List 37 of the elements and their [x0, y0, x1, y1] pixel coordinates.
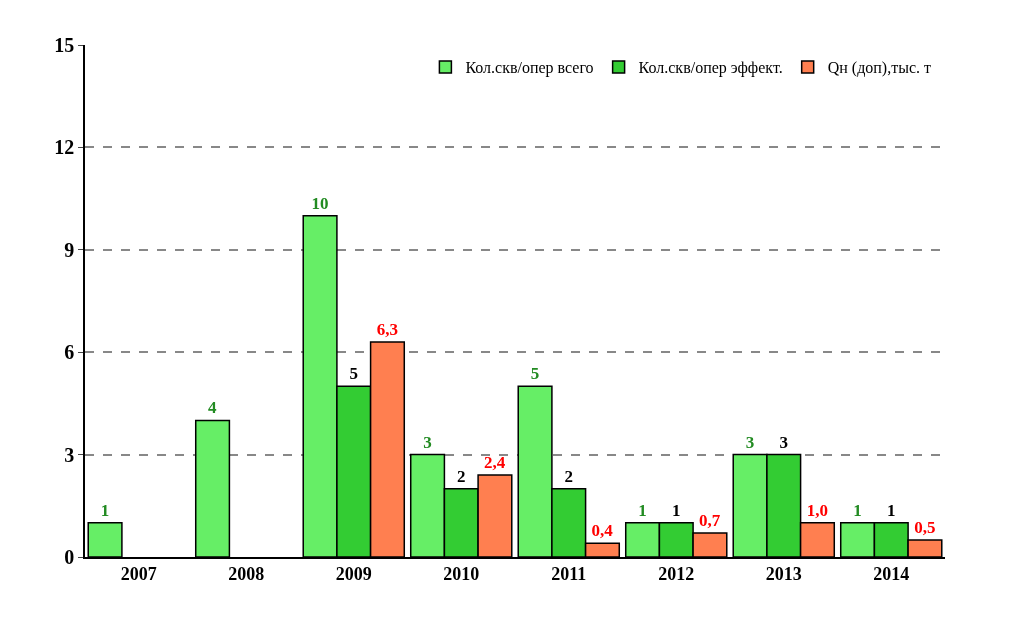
data-label: 2,4 [484, 453, 506, 473]
data-label: 1 [100, 500, 110, 520]
y-tick-label: 9 [64, 238, 75, 261]
x-tick-label: 2014 [873, 564, 910, 585]
data-label: 5 [530, 364, 540, 384]
legend-label: Кол.скв/опер всего [465, 59, 594, 78]
data-label: 0,4 [591, 521, 614, 541]
data-label: 1 [638, 500, 647, 520]
data-label: 3 [745, 432, 755, 452]
x-tick-label: 2011 [551, 564, 587, 585]
data-label: 3 [423, 432, 432, 452]
data-label: 1,0 [806, 500, 829, 520]
data-label: 3 [779, 432, 788, 452]
data-label: 1 [887, 500, 896, 520]
x-tick-label: 2007 [120, 564, 157, 585]
legend-label: Кол.скв/опер эффект. [638, 59, 783, 78]
y-tick-label: 15 [54, 34, 75, 56]
x-tick-label: 2012 [658, 564, 695, 585]
x-tick-label: 2009 [335, 564, 372, 585]
data-label: 0,5 [914, 517, 936, 537]
data-label: 4 [208, 398, 218, 418]
data-label: 6,3 [376, 319, 399, 339]
x-tick-label: 2013 [765, 564, 802, 585]
data-label: 1 [853, 500, 862, 520]
data-label: 2 [564, 466, 573, 486]
data-label: 1 [672, 500, 681, 520]
y-tick-label: 0 [64, 546, 75, 568]
legend-label: Qн (доп),тыс. т [827, 59, 931, 78]
y-tick-label: 12 [54, 136, 75, 159]
y-tick-label: 6 [64, 341, 75, 364]
data-label: 10 [311, 193, 329, 213]
data-label: 5 [349, 364, 358, 384]
x-tick-label: 2008 [228, 564, 265, 585]
data-label: 0,7 [699, 511, 721, 531]
y-tick-label: 3 [64, 443, 75, 466]
data-label: 2 [457, 466, 466, 486]
x-tick-label: 2010 [443, 564, 480, 585]
